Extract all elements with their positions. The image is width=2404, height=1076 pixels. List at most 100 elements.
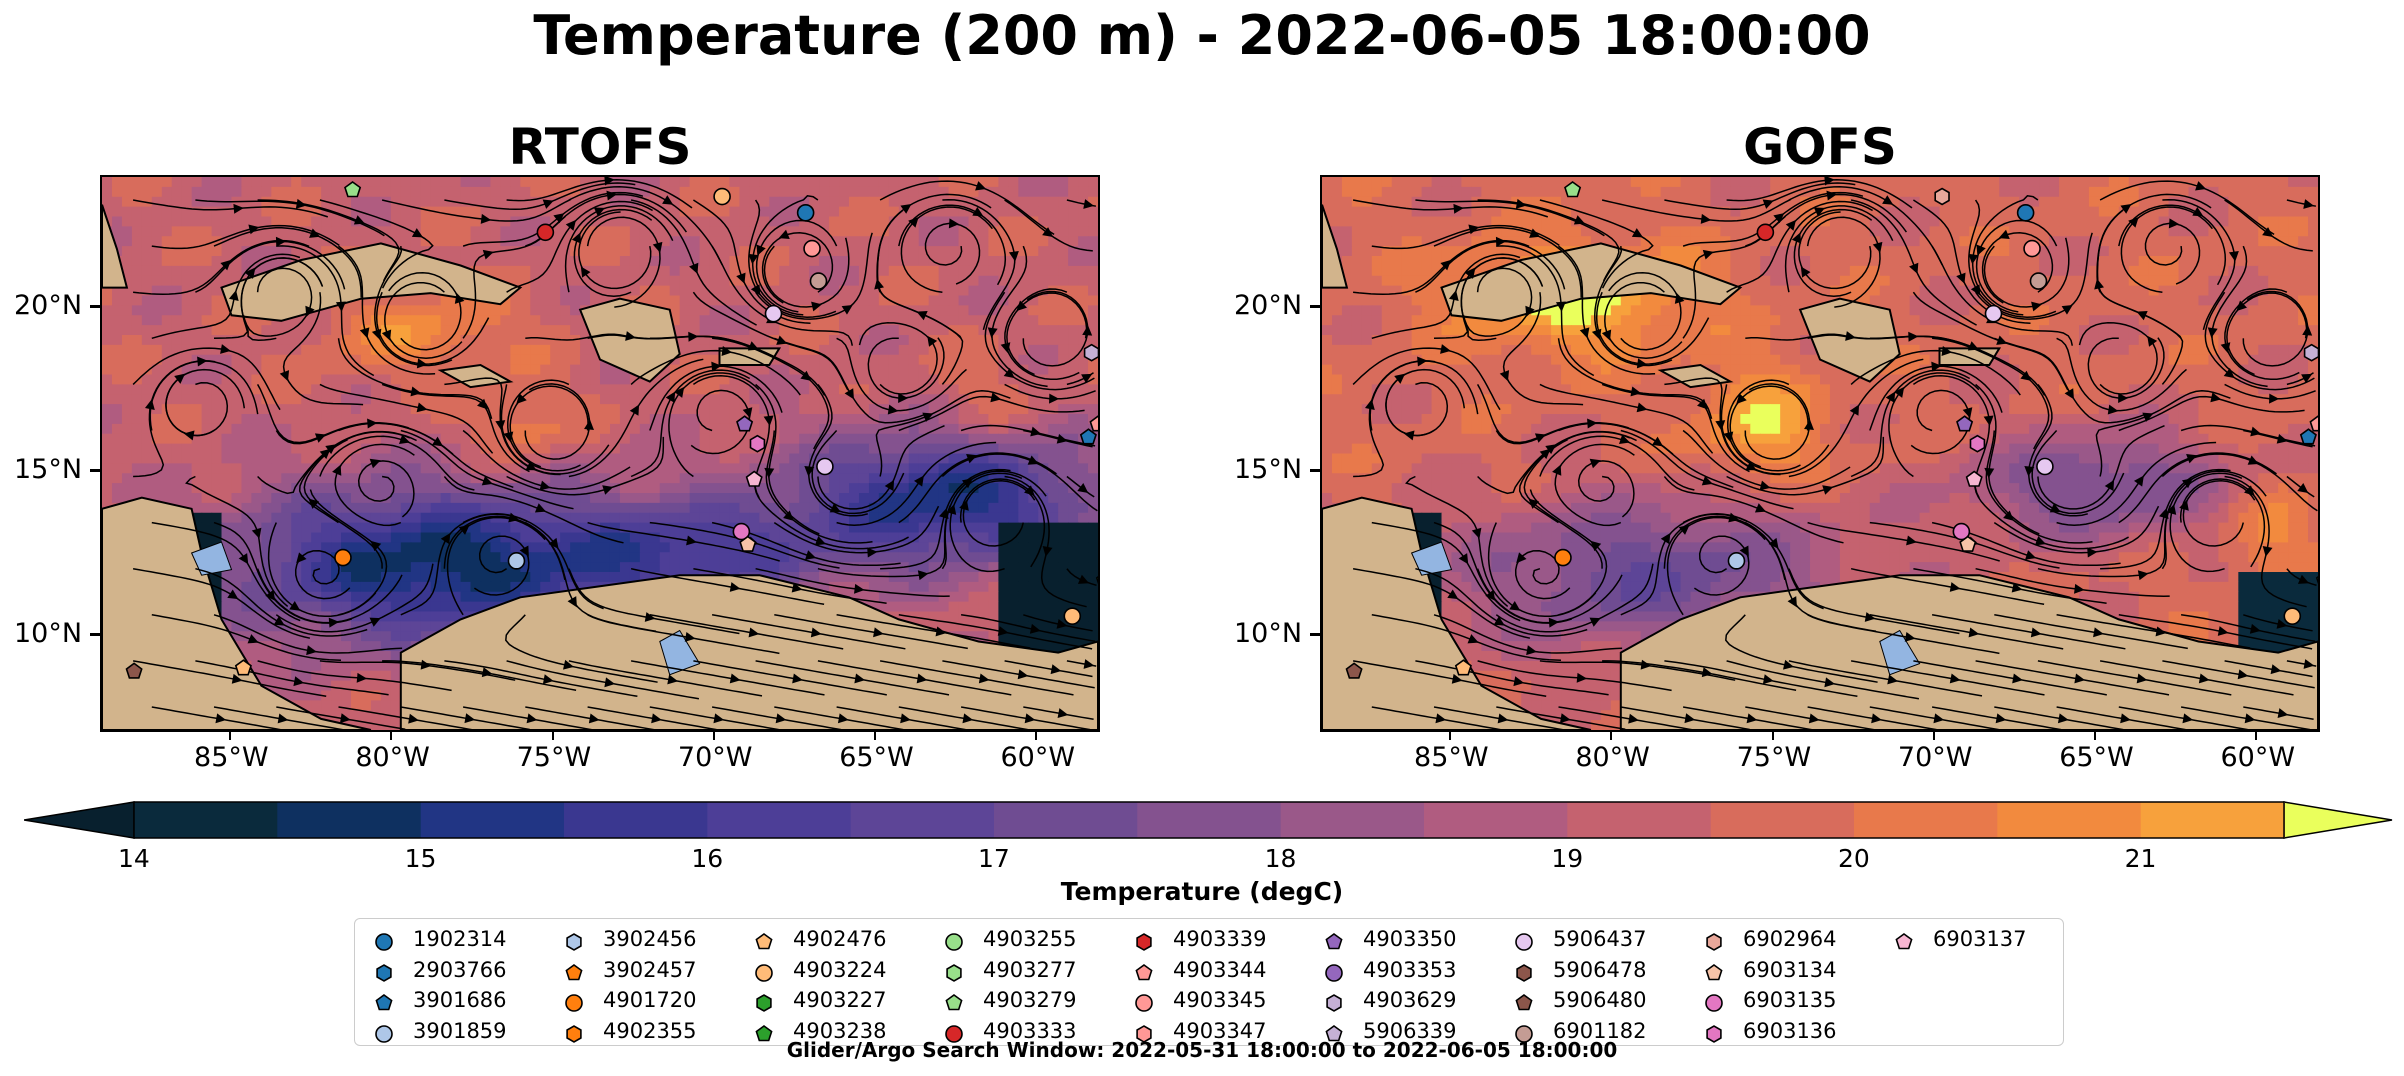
field-cell xyxy=(948,414,960,425)
field-cell xyxy=(948,364,960,376)
field-cell xyxy=(709,315,721,326)
field-cell xyxy=(550,572,561,583)
field-cell xyxy=(370,522,382,534)
field-cell xyxy=(580,552,591,563)
field-cell xyxy=(131,196,143,208)
field-cell xyxy=(271,532,282,543)
field-cell xyxy=(1088,216,1098,227)
field-cell xyxy=(898,275,910,287)
field-cell xyxy=(888,256,900,267)
field-cell xyxy=(131,364,143,376)
field-cell xyxy=(1038,601,1049,613)
field-cell xyxy=(689,512,701,524)
field-cell xyxy=(430,453,442,464)
field-cell xyxy=(341,206,352,218)
field-cell xyxy=(560,344,571,356)
field-cell xyxy=(430,483,442,494)
field-cell xyxy=(978,414,990,425)
field-cell xyxy=(191,493,203,504)
field-cell xyxy=(619,226,631,237)
field-cell xyxy=(769,206,780,218)
field-cell xyxy=(281,631,292,642)
field-cell xyxy=(590,374,601,385)
field-cell xyxy=(978,236,990,247)
field-cell xyxy=(360,522,372,534)
field-cell xyxy=(171,196,183,208)
field-cell xyxy=(779,335,790,346)
field-cell xyxy=(619,275,631,287)
field-cell xyxy=(928,552,940,563)
field-cell xyxy=(639,216,651,227)
field-cell xyxy=(739,453,750,464)
field-cell xyxy=(201,305,213,316)
field-cell xyxy=(580,512,591,524)
field-cell xyxy=(480,433,492,445)
field-cell xyxy=(699,256,711,267)
field-cell xyxy=(719,384,731,395)
field-cell xyxy=(769,443,780,455)
field-cell xyxy=(1068,552,1079,563)
field-cell xyxy=(938,186,950,198)
field-cell xyxy=(351,325,362,336)
field-cell xyxy=(629,512,641,524)
field-cell xyxy=(440,581,452,593)
field-cell xyxy=(440,186,452,198)
field-cell xyxy=(221,601,233,613)
field-cell xyxy=(769,404,780,415)
field-cell xyxy=(779,354,790,366)
field-cell xyxy=(241,621,252,632)
field-cell xyxy=(560,512,571,524)
field-cell xyxy=(619,443,631,455)
field-cell xyxy=(1068,581,1079,593)
field-cell xyxy=(639,177,651,188)
field-cell xyxy=(321,552,332,563)
field-cell xyxy=(201,394,213,405)
field-cell xyxy=(1048,226,1059,237)
field-cell xyxy=(221,325,233,336)
field-cell xyxy=(201,325,213,336)
field-cell xyxy=(550,206,561,218)
field-cell xyxy=(102,463,113,474)
field-cell xyxy=(570,581,581,593)
field-cell xyxy=(410,335,422,346)
field-cell xyxy=(221,177,233,188)
field-cell xyxy=(131,354,143,366)
field-cell xyxy=(669,453,681,464)
field-cell xyxy=(261,601,272,613)
field-cell xyxy=(799,344,810,356)
field-cell xyxy=(151,186,163,198)
field-cell xyxy=(380,660,392,672)
field-cell xyxy=(759,423,770,435)
field-cell xyxy=(958,236,970,247)
field-cell xyxy=(281,522,292,534)
field-cell xyxy=(629,453,641,464)
field-cell xyxy=(102,305,113,316)
field-cell xyxy=(609,552,621,563)
field-cell xyxy=(739,552,750,563)
field-cell xyxy=(1038,256,1049,267)
field-cell xyxy=(151,493,163,504)
field-cell xyxy=(918,305,930,316)
field-cell xyxy=(500,532,511,543)
field-cell xyxy=(868,285,880,297)
field-cell xyxy=(450,542,462,553)
field-cell xyxy=(799,433,810,445)
field-cell xyxy=(719,502,731,514)
field-cell xyxy=(609,226,621,237)
field-cell xyxy=(1088,473,1098,484)
field-cell xyxy=(1038,611,1049,622)
field-cell xyxy=(1048,611,1059,622)
field-cell xyxy=(729,423,741,435)
field-cell xyxy=(958,562,970,573)
field-cell xyxy=(430,335,442,346)
field-cell xyxy=(390,423,402,435)
field-cell xyxy=(211,384,223,395)
field-cell xyxy=(590,512,601,524)
field-cell xyxy=(829,325,840,336)
field-cell xyxy=(181,463,193,474)
field-cell xyxy=(799,473,810,484)
field-cell xyxy=(858,256,870,267)
field-cell xyxy=(849,246,860,257)
field-cell xyxy=(370,651,382,662)
field-cell xyxy=(370,206,382,218)
